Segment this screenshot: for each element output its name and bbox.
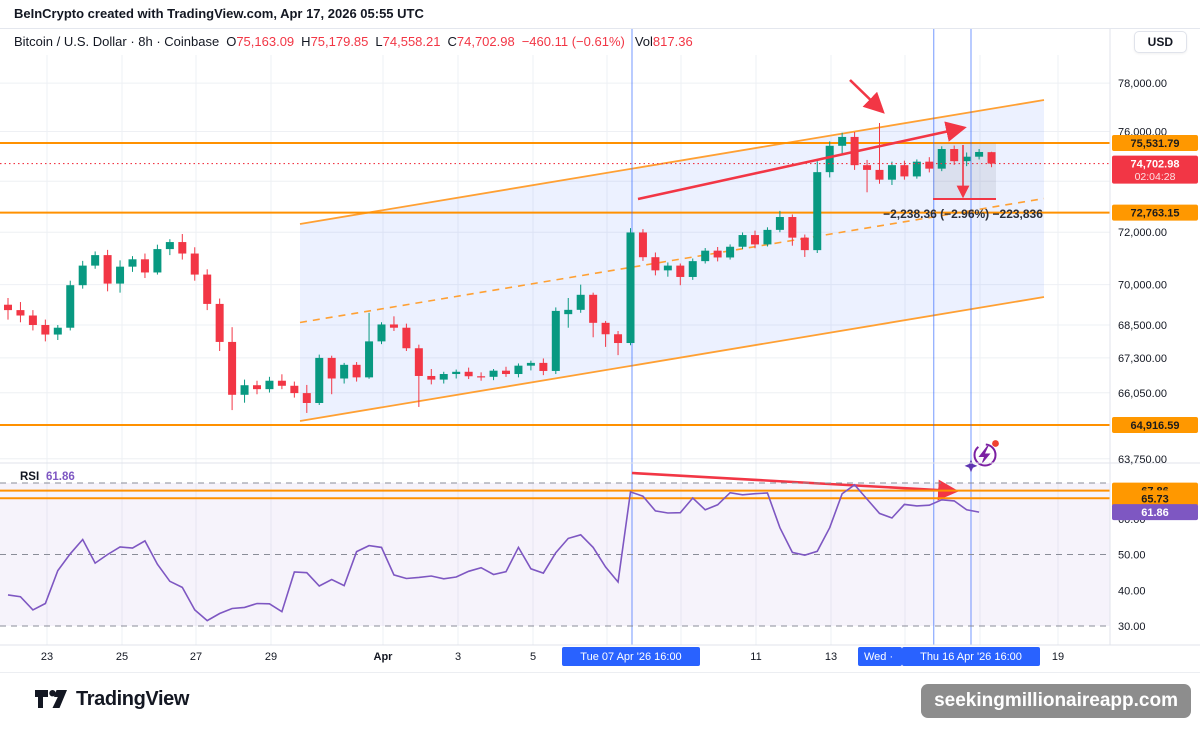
rising-trend-arrow <box>637 121 967 201</box>
time-axis-event-badge <box>858 647 902 666</box>
svg-text:3: 3 <box>455 651 461 663</box>
svg-text:Tue 07 Apr '26 16:00: Tue 07 Apr '26 16:00 <box>580 651 681 663</box>
svg-text:65.73: 65.73 <box>1141 493 1169 505</box>
trend-arrows <box>631 79 967 501</box>
tradingview-logo[interactable]: TradingView <box>34 687 189 711</box>
svg-text:72,763.15: 72,763.15 <box>1131 208 1180 220</box>
svg-text:5: 5 <box>530 651 536 663</box>
tradingview-logo-text: TradingView <box>76 687 190 710</box>
svg-text:Wed ·: Wed · <box>864 651 893 663</box>
price-range-measurement-lines: −2,238.36 (−2.96%) −223,836 <box>883 145 1043 221</box>
svg-text:74,702.98: 74,702.98 <box>1131 159 1180 171</box>
candlestick-series <box>4 122 996 413</box>
svg-text:Thu 16 Apr '26 16:00: Thu 16 Apr '26 16:00 <box>920 651 1022 663</box>
svg-text:23: 23 <box>41 651 53 663</box>
watermark-badge: seekingmillionaireapp.com <box>921 684 1191 718</box>
svg-text:40.00: 40.00 <box>1118 585 1146 597</box>
price-axis-badge <box>1112 490 1198 507</box>
price-axis[interactable]: 78,000.00 76,000.00 72,000.00 70,000.00 68,5… <box>1112 78 1198 633</box>
attribution-bar: BeInCrypto created with TradingView.com,… <box>0 0 1200 29</box>
ascending-channel-drawing <box>299 99 1045 422</box>
svg-text:13: 13 <box>825 651 837 663</box>
tradingview-logo-icon <box>35 690 67 708</box>
svg-text:Apr: Apr <box>374 651 394 663</box>
time-axis-event-badge <box>902 647 1040 666</box>
svg-text:19: 19 <box>1052 651 1064 663</box>
svg-text:78,000.00: 78,000.00 <box>1118 78 1167 90</box>
svg-text:75,531.79: 75,531.79 <box>1131 138 1180 150</box>
price-axis-badge <box>1112 155 1198 184</box>
currency-toggle-button[interactable]: USD <box>1133 31 1187 53</box>
svg-text:66,050.00: 66,050.00 <box>1118 388 1167 400</box>
svg-text:25: 25 <box>116 651 128 663</box>
svg-text:RSI: RSI <box>20 471 39 483</box>
candle-countdown: 02:04:28 <box>1135 171 1176 183</box>
rsi-indicator: RSI 61.86 <box>0 471 1110 627</box>
time-axis[interactable]: 23 25 27 29 Apr 3 5 11 13 19 Tue 07 Apr '26 16:00 W… <box>41 647 1064 666</box>
down-right-arrow <box>849 79 885 114</box>
svg-text:64,916.59: 64,916.59 <box>1131 420 1180 432</box>
svg-text:30.00: 30.00 <box>1118 621 1146 633</box>
refresh-spark-icon <box>964 440 999 473</box>
price-axis-badge <box>1112 135 1198 152</box>
svg-text:50.00: 50.00 <box>1118 550 1146 562</box>
svg-text:70,000.00: 70,000.00 <box>1118 280 1167 292</box>
price-axis-badge <box>1112 504 1198 521</box>
price-axis-badge <box>1112 204 1198 221</box>
rsi-line <box>7 483 980 622</box>
svg-text:63,750.00: 63,750.00 <box>1118 454 1167 466</box>
svg-text:67,300.00: 67,300.00 <box>1118 353 1167 365</box>
svg-text:29: 29 <box>265 651 277 663</box>
svg-text:61.86: 61.86 <box>46 471 75 483</box>
svg-text:27: 27 <box>190 651 202 663</box>
attribution-text: BeInCrypto created with TradingView.com,… <box>14 6 424 21</box>
svg-text:−2,238.36 (−2.96%) −223,836: −2,238.36 (−2.96%) −223,836 <box>883 207 1043 221</box>
svg-text:68,500.00: 68,500.00 <box>1118 320 1167 332</box>
horizontal-price-lines <box>0 142 1110 427</box>
pane-separators <box>0 28 1200 646</box>
time-axis-event-badge <box>562 647 700 666</box>
svg-text:76,000.00: 76,000.00 <box>1118 127 1167 139</box>
price-axis-badge <box>1112 417 1198 434</box>
svg-text:61.86: 61.86 <box>1141 507 1169 519</box>
svg-text:72,000.00: 72,000.00 <box>1118 227 1167 239</box>
svg-text:11: 11 <box>750 651 761 663</box>
rsi-divergence-arrow <box>631 471 959 501</box>
bottom-bar: TradingView seekingmillionaireapp.com <box>0 672 1200 729</box>
